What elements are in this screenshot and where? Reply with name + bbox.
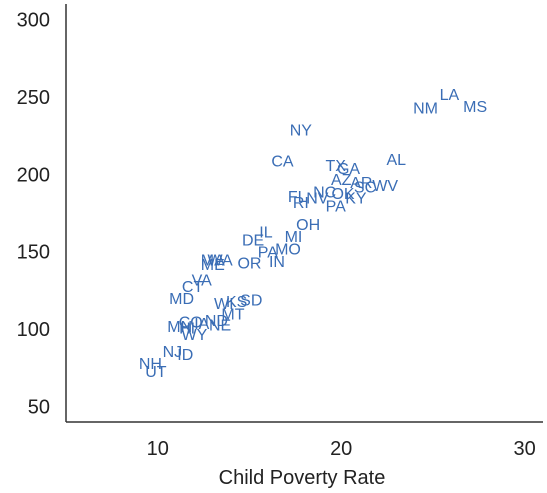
point-label-al: AL	[386, 152, 406, 169]
point-label-hi: HI	[179, 321, 195, 338]
point-label-ks: KS	[226, 294, 247, 311]
y-tick-label: 300	[17, 9, 50, 31]
point-label-nd: ND	[205, 313, 228, 330]
point-label-sd: SD	[240, 293, 262, 310]
point-label-wa: WA	[208, 252, 234, 269]
point-label-in: IN	[269, 254, 285, 271]
point-label-il: IL	[259, 225, 272, 242]
point-label-id: ID	[177, 347, 193, 364]
point-label-de: DE	[242, 232, 264, 249]
point-label-mn: MN	[167, 319, 192, 336]
point-label-mo: MO	[275, 242, 301, 259]
y-tick-label: 200	[17, 164, 50, 186]
point-label-pa: PA	[326, 198, 346, 215]
point-label-ca: CA	[271, 153, 294, 170]
x-tick-label: 10	[147, 438, 169, 460]
point-label-nv: NV	[306, 191, 329, 208]
point-label-co: CO	[179, 314, 203, 331]
point-label-ms: MS	[463, 99, 487, 116]
x-tick-label: 30	[514, 438, 536, 460]
point-label-nc: NC	[313, 184, 336, 201]
point-label-ok: OK	[331, 186, 354, 203]
point-label-nj: NJ	[163, 344, 183, 361]
point-label-la: LA	[440, 87, 460, 104]
point-label-ri: RI	[293, 195, 309, 212]
point-label-me: ME	[201, 257, 225, 274]
point-label-ia: IA	[194, 316, 209, 333]
point-label-sc: SC	[354, 180, 376, 197]
y-tick-label: 100	[17, 319, 50, 341]
point-label-ar: AR	[350, 175, 372, 192]
point-label-ma: MA	[201, 252, 225, 269]
point-label-ut: UT	[145, 364, 167, 381]
point-label-ct: CT	[182, 279, 204, 296]
point-label-md: MD	[169, 291, 194, 308]
point-label-ny: NY	[290, 122, 313, 139]
y-tick-labels: 50 100 150 200 250 300	[17, 9, 50, 418]
x-tick-labels: 10 20 30	[147, 438, 536, 460]
x-axis-title: Child Poverty Rate	[219, 467, 386, 489]
x-tick-label: 20	[330, 438, 352, 460]
point-label-mt: MT	[221, 307, 244, 324]
point-label-wi: WI	[214, 296, 234, 313]
point-label-mi: MI	[285, 229, 303, 246]
point-label-ga: GA	[337, 161, 360, 178]
point-label-fl: FL	[288, 189, 307, 206]
point-label-pa: PA	[258, 245, 278, 262]
y-tick-label: 250	[17, 87, 50, 109]
point-label-wy: WY	[182, 327, 208, 344]
point-label-wv: WV	[372, 178, 398, 195]
point-label-or: OR	[237, 256, 261, 273]
point-label-nh: NH	[139, 356, 162, 373]
y-tick-label: 50	[28, 397, 50, 419]
point-label-va: VA	[192, 273, 212, 290]
point-label-az: AZ	[331, 172, 352, 189]
point-label-ne: NE	[209, 317, 231, 334]
point-label-tx: TX	[325, 158, 346, 175]
point-label-ky: KY	[345, 191, 367, 208]
point-label-nm: NM	[413, 101, 438, 118]
y-tick-label: 150	[17, 242, 50, 264]
point-label-oh: OH	[296, 217, 320, 234]
